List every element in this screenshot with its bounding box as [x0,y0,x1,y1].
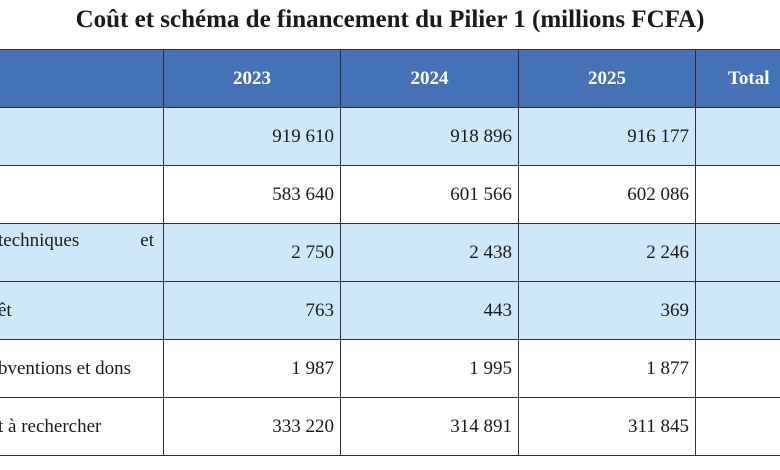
table-title: Coût et schéma de financement du Pilier … [75,6,705,33]
header-year-2023: 2023 [163,49,341,108]
cell-total [695,165,780,224]
row-label: bventions et dons [0,339,164,398]
row-label: techniques et [0,223,164,282]
cell-2023: 583 640 [163,165,341,224]
header-total: Total [695,49,780,108]
cell-2023: 2 750 [163,223,341,282]
header-label-cell [0,49,164,108]
table-row: bventions et dons 1 987 1 995 1 877 [0,339,780,398]
row-label [0,107,164,166]
cell-2024: 443 [340,281,519,340]
cell-2023: 333 220 [163,397,341,456]
row-label-line: techniques et [0,230,154,252]
table-row: êt 763 443 369 [0,281,780,340]
cell-total [695,223,780,282]
table-row: 919 610 918 896 916 177 [0,107,780,166]
cell-2023: 1 987 [163,339,341,398]
table-row: techniques et 2 750 2 438 2 246 [0,223,780,282]
cell-total [695,281,780,340]
row-label [0,165,164,224]
table-row: 583 640 601 566 602 086 [0,165,780,224]
financing-table: 2023 2024 2025 Total 919 610 918 896 916… [0,49,780,456]
cell-2025: 2 246 [518,223,696,282]
header-year-2024: 2024 [340,49,519,108]
cell-total [695,107,780,166]
header-row: 2023 2024 2025 Total [0,49,780,108]
header-year-2025: 2025 [518,49,696,108]
cell-2023: 763 [163,281,341,340]
cell-2024: 2 438 [340,223,519,282]
table-row: t à rechercher 333 220 314 891 311 845 [0,397,780,456]
row-label-word: et [140,230,154,251]
cell-2025: 311 845 [518,397,696,456]
cell-2024: 314 891 [340,397,519,456]
row-label: t à rechercher [0,397,164,456]
cell-2025: 369 [518,281,696,340]
cell-2024: 601 566 [340,165,519,224]
cell-total [695,339,780,398]
row-label-word: techniques [0,230,80,251]
cell-total [695,397,780,456]
cell-2025: 916 177 [518,107,696,166]
cell-2024: 918 896 [340,107,519,166]
cell-2025: 602 086 [518,165,696,224]
row-label: êt [0,281,164,340]
cell-2023: 919 610 [163,107,341,166]
cell-2024: 1 995 [340,339,519,398]
cell-2025: 1 877 [518,339,696,398]
